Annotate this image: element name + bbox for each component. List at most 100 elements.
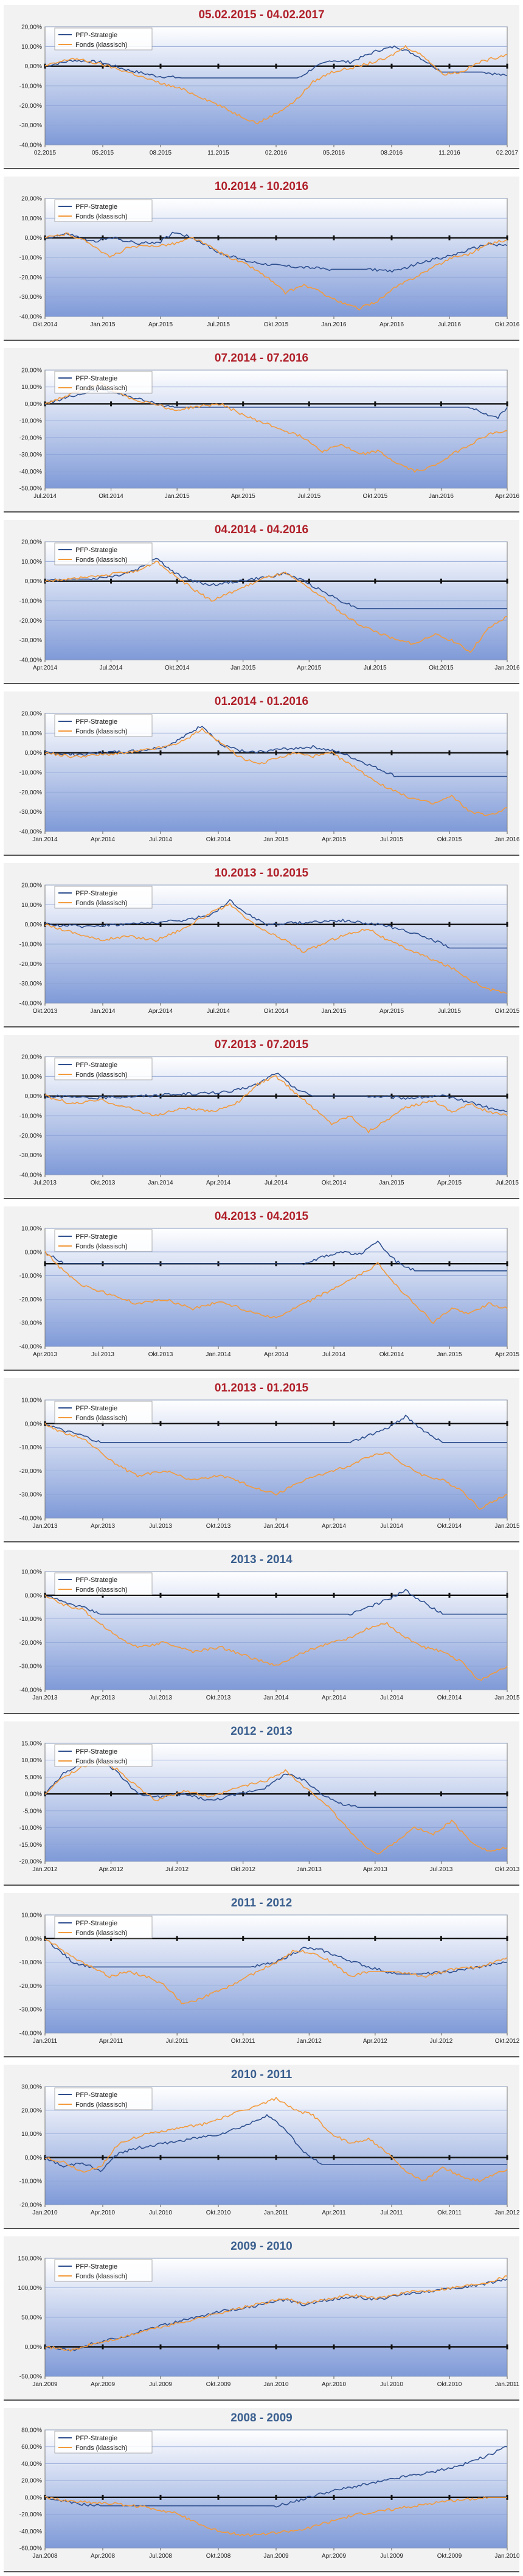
- x-tick-label: Okt.2014: [437, 1523, 462, 1530]
- x-tick-label: Apr.2016: [379, 321, 404, 328]
- x-tick-label: Jan.2015: [321, 1008, 347, 1015]
- x-tick-label: Jan.2012: [297, 2038, 322, 2045]
- reference-marker: [176, 401, 178, 407]
- y-tick-label: 10,00%: [21, 215, 42, 222]
- reference-marker: [448, 1592, 451, 1598]
- reference-marker: [390, 1261, 393, 1267]
- line-chart: -40,00% -30,00% -20,00% -10,00% 0,00% 10,00% 2…: [19, 196, 519, 329]
- x-tick-label: Jul.2009: [149, 2381, 172, 2388]
- x-tick-label: Jul.2014: [149, 836, 172, 843]
- x-tick-label: Apr.2015: [297, 665, 321, 671]
- y-tick-label: -40,00%: [19, 657, 42, 664]
- y-tick-label: -40,00%: [19, 1687, 42, 1694]
- legend: PFP-Strategie Fonds (klassisch): [54, 2259, 153, 2282]
- y-tick-label: -10,00%: [19, 1113, 42, 1120]
- reference-marker: [275, 1592, 277, 1598]
- reference-marker: [44, 1261, 46, 1267]
- reference-marker: [159, 235, 162, 240]
- x-tick-label: Jul.2014: [33, 493, 57, 500]
- x-tick-label: Apr.2009: [322, 2553, 346, 2560]
- y-tick-label: 20,00%: [21, 24, 42, 31]
- reference-marker: [448, 922, 451, 927]
- legend-label: Fonds (klassisch): [75, 385, 128, 392]
- y-tick-label: -20,00%: [19, 1983, 42, 1990]
- y-tick-label: -40,00%: [19, 142, 42, 149]
- x-tick-label: Okt.2014: [437, 1695, 462, 1701]
- chart-panel: 07.2014 - 07.2016 -50,00% -40,00% -30,00% -2…: [4, 348, 519, 513]
- legend-label: Fonds (klassisch): [75, 2445, 128, 2452]
- y-tick-label: 20,00%: [21, 368, 42, 374]
- reference-marker: [506, 63, 508, 69]
- y-tick-label: 0,00%: [25, 2155, 42, 2161]
- chart-title: 01.2014 - 01.2016: [214, 695, 309, 708]
- reference-marker: [390, 1592, 393, 1598]
- y-tick-label: 10,00%: [21, 384, 42, 391]
- x-tick-label: Okt.2009: [206, 2381, 231, 2388]
- legend-box: [54, 714, 153, 737]
- reference-marker: [159, 2155, 162, 2160]
- x-tick-label: Jan.2014: [263, 1695, 289, 1701]
- x-tick-label: Apr.2011: [99, 2038, 123, 2045]
- x-tick-label: Okt.2014: [165, 665, 190, 671]
- chart-title: 2010 - 2011: [230, 2068, 293, 2081]
- reference-marker: [448, 63, 451, 69]
- y-tick-label: -10,00%: [19, 255, 42, 262]
- reference-marker: [374, 578, 376, 584]
- y-tick-label: -10,00%: [19, 1444, 42, 1451]
- y-tick-label: 0,00%: [25, 1249, 42, 1256]
- reference-marker: [102, 2155, 104, 2160]
- x-tick-label: Okt.2013: [206, 1695, 231, 1701]
- y-tick-label: -20,00%: [19, 1640, 42, 1647]
- x-tick-label: Jan.2010: [263, 2381, 289, 2388]
- series-line-fonds: [44, 1939, 508, 2004]
- line-chart: -50,00% 0,00% 50,00% 100,00% 150,00% Jan.2009…: [18, 2256, 519, 2389]
- y-tick-label: -10,00%: [19, 1616, 42, 1623]
- reference-marker: [242, 1936, 244, 1941]
- x-tick-label: Jul.2011: [166, 2038, 189, 2045]
- y-tick-label: -20,00%: [19, 103, 42, 110]
- reference-marker: [217, 2494, 220, 2500]
- x-tick-label: Jul.2015: [207, 321, 230, 328]
- reference-marker: [390, 750, 393, 755]
- reference-marker: [448, 2155, 451, 2160]
- series-line-fonds: [44, 382, 507, 473]
- x-tick-label: Jan.2008: [32, 2553, 58, 2560]
- reference-marker: [217, 1421, 220, 1426]
- x-tick-label: Okt.2015: [264, 321, 289, 328]
- x-tick-label: Jan.2015: [263, 836, 289, 843]
- legend-box: [54, 1401, 153, 1424]
- chart-panel: 2011 - 2012 -40,00% -30,00% -20,00% -10,00% 0…: [4, 1893, 519, 2057]
- legend-label: PFP-Strategie: [75, 1748, 117, 1755]
- series-line-fonds: [44, 45, 508, 125]
- legend: PFP-Strategie Fonds (klassisch): [54, 542, 153, 565]
- reference-marker: [102, 63, 104, 69]
- chart-panel: 2012 - 2013 -20,00% -15,00% -10,00% -5,00% 0,…: [4, 1721, 519, 1886]
- reference-marker: [440, 578, 442, 584]
- chart-title: 05.02.2015 - 04.02.2017: [198, 9, 325, 21]
- legend-label: Fonds (klassisch): [75, 1415, 128, 1422]
- x-tick-label: Okt.2010: [437, 2381, 462, 2388]
- legend-label: Fonds (klassisch): [75, 1930, 128, 1937]
- y-tick-label: 20,00%: [21, 2107, 42, 2114]
- legend-label: PFP-Strategie: [75, 32, 117, 39]
- x-tick-label: Okt.2014: [33, 321, 58, 328]
- reference-marker: [448, 235, 451, 240]
- series-line-fonds: [44, 2096, 508, 2183]
- x-tick-label: Jan.2012: [494, 2210, 519, 2216]
- reference-marker: [217, 922, 220, 927]
- x-tick-label: Jul.2011: [380, 2210, 403, 2216]
- legend-label: Fonds (klassisch): [75, 1071, 128, 1079]
- y-tick-label: 0,00%: [25, 2494, 42, 2501]
- reference-marker: [275, 1093, 277, 1099]
- reference-marker: [217, 2344, 220, 2350]
- line-chart: -20,00% -15,00% -10,00% -5,00% 0,00% 5,00% 10,…: [19, 1741, 519, 1874]
- reference-marker: [333, 2494, 335, 2500]
- reference-marker: [159, 750, 162, 755]
- x-tick-label: Okt.2014: [206, 836, 231, 843]
- legend-label: Fonds (klassisch): [75, 1586, 128, 1594]
- line-chart: -40,00% -30,00% -20,00% -10,00% 0,00% 10,00% J…: [19, 1569, 519, 1702]
- series-line-fonds: [44, 1595, 508, 1681]
- legend-box: [54, 2431, 153, 2454]
- series-line-pfp: [44, 1241, 507, 1272]
- y-tick-label: -30,00%: [19, 809, 42, 816]
